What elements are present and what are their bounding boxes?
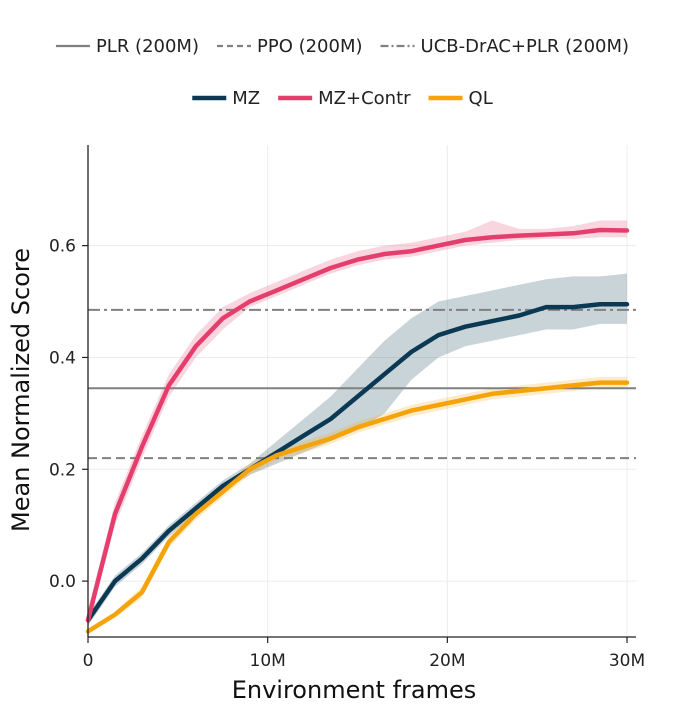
y-tick-label: 0.2	[49, 460, 76, 480]
legend-label-mz: MZ	[232, 88, 260, 109]
tick-labels: 0.0 0.2 0.4 0.6 0 10M 20M 30M	[49, 237, 645, 671]
series-line-mz	[85, 302, 630, 623]
x-tick-label: 10M	[250, 651, 286, 671]
y-tick-label: 0.4	[49, 348, 76, 368]
series-line-mz-contr	[85, 227, 630, 623]
band-mz	[88, 273, 627, 626]
legend-label-ucb-drac-plr-200m: UCB-DrAC+PLR (200M)	[421, 36, 630, 57]
legend-label-ql: QL	[469, 88, 493, 109]
x-tick-label: 0	[83, 651, 94, 671]
y-tick-label: 0.0	[49, 572, 76, 592]
series-line-ql	[85, 380, 630, 634]
band-mz-contr	[88, 220, 627, 626]
legend-label-ppo-200m: PPO (200M)	[257, 36, 363, 57]
legend-label-mz-contr: MZ+Contr	[318, 88, 411, 109]
legend-label-plr-200m: PLR (200M)	[96, 36, 199, 57]
x-tick-label: 30M	[609, 651, 645, 671]
series-lines	[85, 227, 630, 634]
axes	[82, 145, 636, 643]
x-tick-label: 20M	[429, 651, 465, 671]
legend: PLR (200M) PPO (200M) UCB-DrAC+PLR (200M) M…	[55, 36, 630, 109]
y-tick-label: 0.6	[49, 237, 76, 257]
x-axis-title: Environment frames	[232, 676, 477, 704]
y-axis-title: Mean Normalized Score	[7, 248, 35, 532]
